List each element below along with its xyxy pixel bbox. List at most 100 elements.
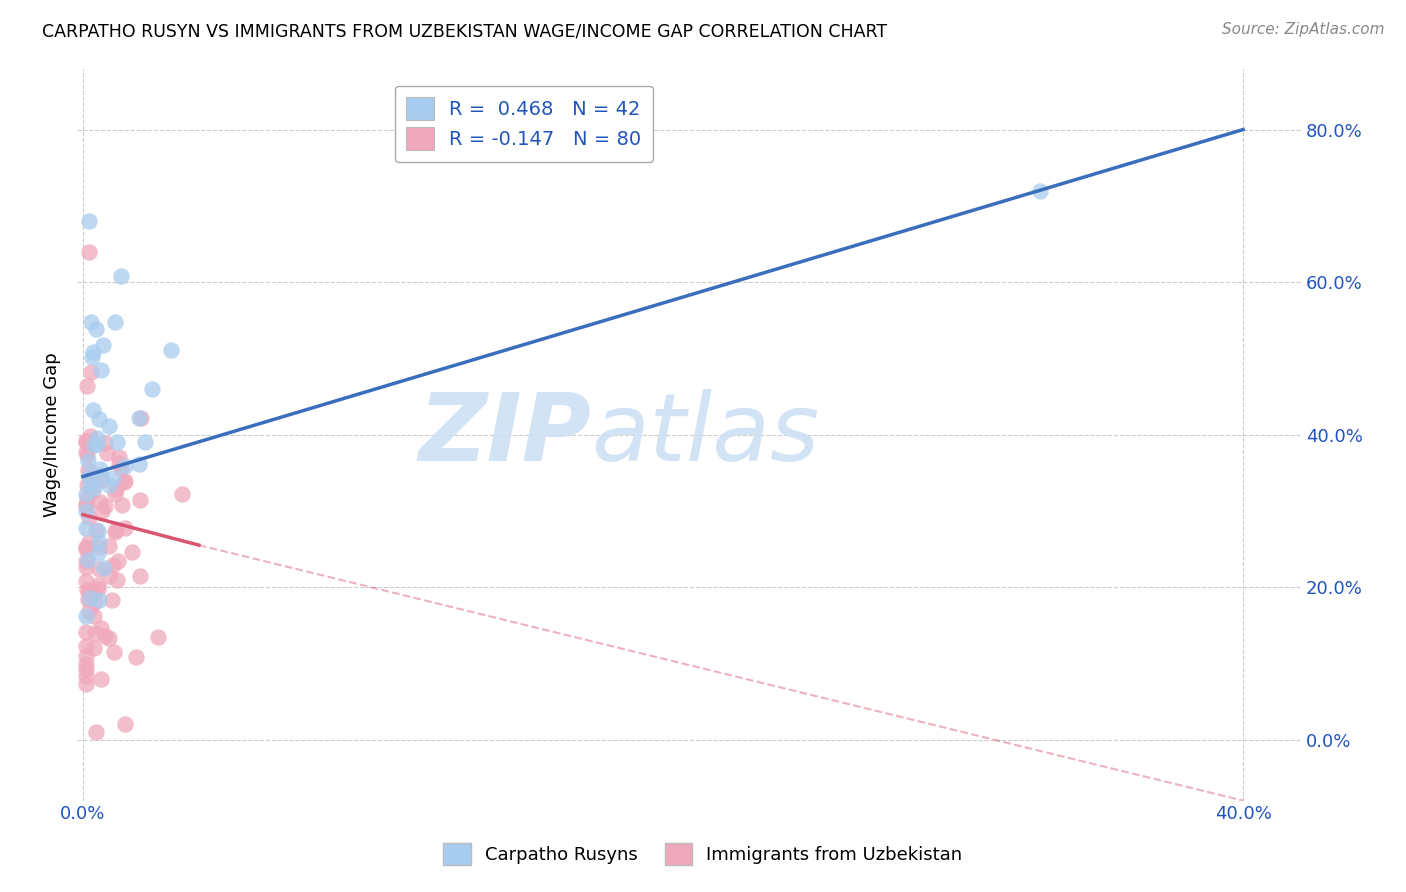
Point <box>86 437 108 451</box>
Point <box>90 362 112 376</box>
Point <box>75 497 97 511</box>
Point <box>75 677 97 691</box>
Point <box>93 561 115 575</box>
Point <box>75 639 97 653</box>
Point <box>75 554 97 568</box>
Point <box>90 621 112 635</box>
Point <box>84 523 107 537</box>
Point <box>75 648 97 663</box>
Point <box>83 438 105 452</box>
Point <box>87 540 110 554</box>
Point <box>75 560 97 574</box>
Point <box>79 429 101 443</box>
Point <box>87 578 110 592</box>
Point <box>105 482 128 496</box>
Point <box>84 322 107 336</box>
Point <box>112 475 135 489</box>
Point <box>97 631 120 645</box>
Point <box>75 608 97 623</box>
Point <box>77 214 100 228</box>
Point <box>79 534 101 549</box>
Point <box>77 469 100 483</box>
Point <box>97 539 120 553</box>
Text: ZIP: ZIP <box>419 389 591 481</box>
Point <box>141 382 163 396</box>
Point <box>82 344 104 359</box>
Point <box>83 585 105 599</box>
Point <box>75 434 97 448</box>
Point <box>105 524 128 538</box>
Point <box>87 592 110 607</box>
Point <box>97 478 120 492</box>
Point <box>75 504 97 518</box>
Point <box>80 484 103 499</box>
Point <box>114 717 136 731</box>
Point <box>77 454 100 468</box>
Point <box>76 491 98 505</box>
Point <box>172 487 194 501</box>
Text: CARPATHO RUSYN VS IMMIGRANTS FROM UZBEKISTAN WAGE/INCOME GAP CORRELATION CHART: CARPATHO RUSYN VS IMMIGRANTS FROM UZBEKI… <box>42 22 887 40</box>
Point <box>75 662 97 676</box>
Point <box>82 403 104 417</box>
Point <box>101 471 124 485</box>
Point <box>114 474 136 488</box>
Legend: Carpatho Rusyns, Immigrants from Uzbekistan: Carpatho Rusyns, Immigrants from Uzbekis… <box>434 834 972 874</box>
Point <box>83 609 105 624</box>
Point <box>79 604 101 618</box>
Point <box>128 569 150 583</box>
Point <box>83 482 105 496</box>
Point <box>91 338 114 352</box>
Legend: R =  0.468   N = 42, R = -0.147   N = 80: R = 0.468 N = 42, R = -0.147 N = 80 <box>395 86 652 161</box>
Point <box>121 545 143 559</box>
Point <box>101 558 124 573</box>
Point <box>87 535 110 549</box>
Point <box>125 649 148 664</box>
Point <box>89 494 111 508</box>
Point <box>80 315 103 329</box>
Point <box>75 541 97 556</box>
Point <box>103 645 125 659</box>
Point <box>128 457 150 471</box>
Point <box>79 477 101 491</box>
Point <box>94 629 117 643</box>
Point <box>76 378 98 392</box>
Point <box>96 446 118 460</box>
Point <box>84 725 107 739</box>
Point <box>146 630 169 644</box>
Point <box>83 640 105 655</box>
Point <box>94 435 117 450</box>
Point <box>101 593 124 607</box>
Point <box>90 474 112 488</box>
Point <box>75 445 97 459</box>
Point <box>77 244 100 259</box>
Point <box>98 568 121 582</box>
Point <box>75 574 97 589</box>
Point <box>129 493 152 508</box>
Point <box>76 582 98 597</box>
Point <box>86 524 108 538</box>
Point <box>160 343 183 358</box>
Point <box>107 450 129 464</box>
Point <box>79 583 101 598</box>
Y-axis label: Wage/Income Gap: Wage/Income Gap <box>44 352 60 517</box>
Point <box>87 582 110 596</box>
Point <box>76 477 98 491</box>
Point <box>75 521 97 535</box>
Point <box>77 463 100 477</box>
Point <box>75 669 97 683</box>
Point <box>87 546 110 560</box>
Point <box>104 525 127 540</box>
Point <box>75 487 97 501</box>
Point <box>104 315 127 329</box>
Point <box>105 435 128 450</box>
Point <box>111 499 134 513</box>
Point <box>114 521 136 535</box>
Point <box>128 411 150 425</box>
Point <box>1029 184 1052 198</box>
Point <box>87 562 110 576</box>
Point <box>77 510 100 524</box>
Point <box>114 459 136 474</box>
Text: atlas: atlas <box>591 389 820 480</box>
Point <box>83 595 105 609</box>
Point <box>110 460 132 475</box>
